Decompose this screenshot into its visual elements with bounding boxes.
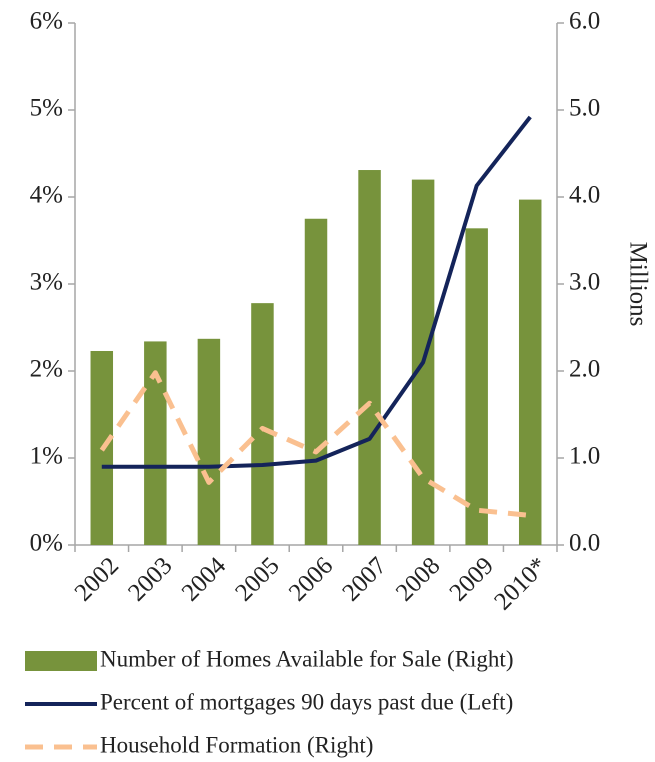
y2-tick-label: 6.0 [569, 8, 600, 35]
legend-label: Number of Homes Available for Sale (Righ… [100, 646, 513, 671]
legend-swatch [25, 651, 97, 671]
y2-tick-label: 1.0 [569, 443, 600, 470]
x-tick-label: 2006 [284, 552, 338, 606]
y2-tick-label: 5.0 [569, 95, 600, 122]
y2-tick-label: 0.0 [569, 530, 600, 557]
y-tick-label: 4% [30, 182, 63, 209]
x-tick-label: 2007 [337, 552, 391, 606]
dashed-line [99, 370, 531, 518]
x-tick-label: 2010* [489, 552, 552, 615]
bar [358, 170, 381, 545]
legend: Number of Homes Available for Sale (Righ… [25, 646, 513, 757]
bar [197, 338, 221, 545]
bar [251, 303, 274, 545]
y-tick-label: 2% [30, 356, 63, 383]
y2-axis-label: Millions [624, 242, 651, 327]
x-tick-label: 2003 [123, 552, 177, 606]
x-tick-label: 2002 [70, 552, 124, 606]
y2-tick-label: 2.0 [569, 356, 600, 383]
line [101, 115, 532, 469]
x-tick-label: 2008 [391, 552, 445, 606]
legend-label: Household Formation (Right) [100, 732, 373, 757]
bar [518, 199, 542, 546]
bar [465, 228, 488, 545]
y-tick-label: 5% [30, 95, 63, 122]
bar [144, 341, 167, 545]
y-tick-label: 3% [30, 269, 63, 296]
y-tick-label: 6% [30, 8, 63, 35]
y2-tick-label: 4.0 [569, 182, 600, 209]
x-tick-label: 2004 [177, 552, 232, 607]
bar [304, 218, 328, 545]
legend-label: Percent of mortgages 90 days past due (L… [100, 689, 513, 714]
y2-tick-label: 3.0 [569, 269, 600, 296]
y-tick-label: 1% [30, 443, 63, 470]
x-tick-label: 2005 [230, 552, 284, 606]
y-tick-label: 0% [30, 530, 63, 557]
